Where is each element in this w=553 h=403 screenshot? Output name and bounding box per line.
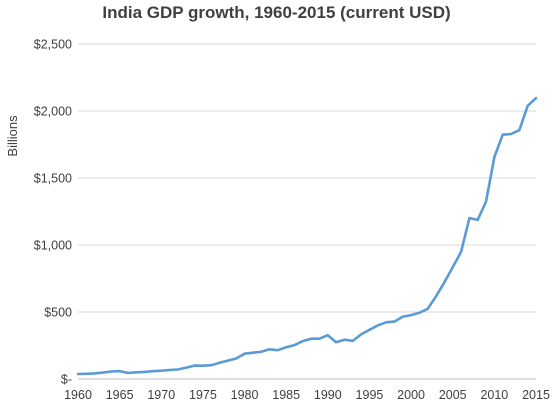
gdp-series-line xyxy=(76,96,538,376)
x-tick-label: 1980 xyxy=(231,388,259,402)
x-tick-label: 1970 xyxy=(147,388,175,402)
x-tick-label: 2010 xyxy=(480,388,508,402)
x-tick-label: 1990 xyxy=(314,388,342,402)
gridlines xyxy=(78,43,536,380)
x-tick-labels: 1960 1965 1970 1975 1980 1985 1990 1995 2000 2005… xyxy=(64,388,550,402)
x-tick-label: 2005 xyxy=(439,388,467,402)
x-tick-label: 2000 xyxy=(397,388,425,402)
chart-title: India GDP growth, 1960-2015 (current USD… xyxy=(102,3,451,22)
y-tick-label: $2,000 xyxy=(34,105,72,119)
y-tick-label: $1,500 xyxy=(34,172,72,186)
x-tick-label: 2015 xyxy=(522,388,550,402)
y-tick-labels: $- $500 $1,000 $1,500 $2,000 $2,500 xyxy=(34,38,72,387)
y-tick-label: $2,500 xyxy=(34,38,72,52)
x-tick-label: 1960 xyxy=(64,388,92,402)
y-tick-label: $500 xyxy=(44,306,72,320)
y-tick-label: $- xyxy=(61,373,72,387)
x-tick-label: 1975 xyxy=(189,388,217,402)
x-tick-label: 1985 xyxy=(272,388,300,402)
y-axis-title: Billions xyxy=(5,115,20,157)
y-tick-label: $1,000 xyxy=(34,239,72,253)
x-tick-label: 1995 xyxy=(356,388,384,402)
x-tick-label: 1965 xyxy=(106,388,134,402)
